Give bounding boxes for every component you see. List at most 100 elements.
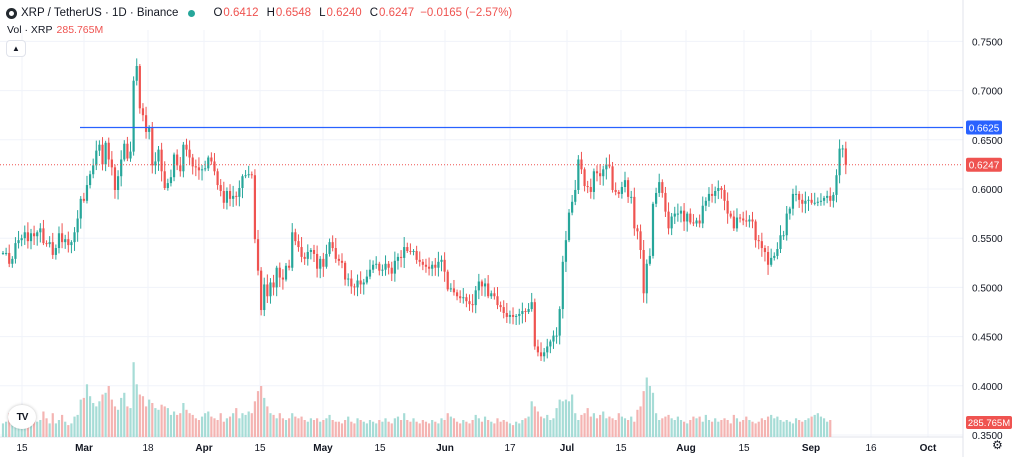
candle-body [172,154,176,178]
volume-bar [194,418,197,437]
candle-body [45,243,48,245]
volume-bar [266,406,269,437]
volume-bar [664,416,667,437]
volume-bar [409,421,412,437]
candle-body [300,247,303,257]
volume-bar [129,408,132,437]
volume-bar [440,418,443,437]
volume-bar [210,416,213,437]
volume-bar [810,416,813,437]
candle-body [353,286,356,288]
candle-body [284,265,288,280]
candle-body [496,296,499,306]
candle-body [278,267,281,278]
volume-bar [235,408,238,437]
candle-body [549,341,552,347]
symbol-name[interactable]: XRP / TetherUS · 1D · Binance [21,7,179,19]
candle-body [623,180,627,188]
chevron-up-icon: ▲ [12,44,20,53]
collapse-legend-button[interactable]: ▲ [6,40,26,57]
volume-bar [555,408,558,437]
volume-bar [518,423,521,437]
candle-body [29,233,33,242]
tradingview-logo[interactable]: TV [8,405,36,429]
time-tick-label: Oct [920,443,937,454]
candle-body [810,199,813,203]
candle-body [26,232,29,242]
candle-body [157,149,160,162]
candle-body [272,282,275,288]
candle-body [627,180,630,197]
volume-bar [661,418,664,437]
candle-body [583,169,586,187]
candle-body [232,195,235,199]
volume-bar [5,421,8,437]
gear-icon[interactable]: ⚙ [992,438,1003,452]
candle-body [322,258,325,267]
volume-bar [627,420,630,437]
candle-body [819,200,823,202]
volume-bar [502,420,505,437]
candle-body [704,200,707,206]
candle-body [770,257,773,265]
candle-body [166,183,169,189]
volume-bar [754,423,757,437]
volume-bar [412,418,415,437]
candle-body [176,154,179,166]
candle-body [241,176,244,189]
candle-body [200,169,204,171]
volume-bar [312,420,316,437]
horizontal-line-price-tag [966,120,1002,135]
volume-bar [375,423,378,437]
candle-body [614,189,617,192]
volume-bar [822,418,826,437]
candle-body [51,242,54,255]
candle-body [521,311,524,314]
candle-body [219,185,222,191]
volume-bar [434,421,437,437]
volume-bar [490,421,493,437]
candle-body [412,250,415,252]
volume-bar [396,416,400,437]
volume-bar [670,418,673,437]
volume-bar [120,397,123,437]
volume-bar [543,418,546,437]
candle-body [844,148,847,165]
change-value: −0.0165 (−2.57%) [420,7,513,19]
volume-bar [723,418,726,437]
volume-bar [107,386,110,437]
candle-body [443,259,446,272]
candle-body [185,144,188,150]
volume-bar [73,416,76,437]
candle-body [70,242,73,246]
candle-body [446,271,449,290]
time-tick-label: 15 [254,443,266,454]
candle-body [717,188,720,191]
candle-body [692,222,695,224]
volume-bar [620,416,623,437]
volume-bar [20,425,23,437]
volume-bar [798,420,801,437]
volume-bar [496,418,499,437]
volume-bar [263,397,266,437]
candle-body [179,165,182,172]
volume-bar [85,384,89,437]
candle-body [17,240,20,244]
candle-body [773,255,776,258]
high-label: H [266,7,275,19]
candle-body [760,241,763,249]
volume-bar [605,418,608,437]
candle-body [776,249,779,256]
volume-bar [651,392,655,437]
candle-body [191,157,194,167]
candle-body [801,199,804,204]
volume-bar [791,423,795,437]
candle-body [599,173,602,177]
volume-bar [471,420,474,437]
candle-body [5,252,8,254]
candle-body [104,142,107,165]
candle-body [399,256,403,258]
volume-bar [462,420,465,437]
